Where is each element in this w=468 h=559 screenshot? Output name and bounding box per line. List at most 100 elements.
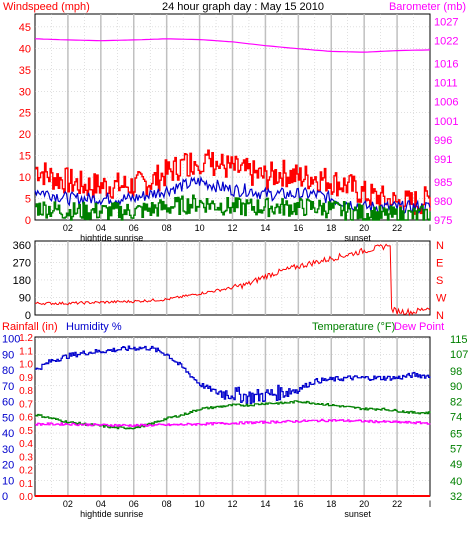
rainfall-tick-label: 0.8 [19, 386, 33, 397]
barometer-axis-label: Barometer (mb) [389, 1, 466, 13]
rainfall-tick-label: 0.1 [19, 479, 33, 490]
temperature-tick-label: 74 [450, 412, 462, 424]
temperature-tick-label: 115 [450, 334, 468, 346]
humidity-tick-label: 90 [2, 349, 14, 361]
x-tick-label: 14 [260, 223, 270, 233]
x-tick-label: 12 [227, 499, 237, 509]
event-marker-hightide: hightide [80, 509, 112, 519]
x-tick-label: l [429, 499, 431, 509]
humidity-tick-label: 40 [2, 428, 14, 440]
rainfall-tick-label: 0.5 [19, 426, 33, 437]
barometer-tick-label: 1016 [434, 59, 458, 71]
humidity-temperature-panel: 02 04 06 08 10 12 14 16 18 20 22 l hightide sunrise su… [2, 333, 468, 519]
humidity-tick-label: 10 [2, 475, 14, 487]
x-tick-label: 20 [359, 499, 369, 509]
temperature-label: Temperature (°F) [312, 321, 395, 333]
x-tick-label: 18 [326, 499, 336, 509]
temperature-tick-label: 90 [450, 381, 462, 393]
x-tick-label: 06 [129, 223, 139, 233]
rainfall-tick-label: 0.0 [19, 492, 33, 503]
temperature-tick-label: 82 [450, 396, 462, 408]
windspeed-tick-label: 35 [19, 65, 31, 77]
rainfall-tick-label: 1.2 [19, 333, 33, 344]
direction-tick-label: 0 [25, 310, 31, 322]
x-tick-label: 06 [129, 499, 139, 509]
x-tick-label: 02 [63, 499, 73, 509]
x-tick-label: 10 [195, 499, 205, 509]
gridlines [35, 337, 430, 496]
windspeed-tick-label: 0 [25, 215, 31, 227]
barometer-tick-label: 1001 [434, 116, 458, 128]
rainfall-tick-label: 0.2 [19, 466, 33, 477]
humidity-label: Humidity % [66, 321, 122, 333]
x-tick-label: 04 [96, 223, 106, 233]
windspeed-tick-label: 25 [19, 108, 31, 120]
barometer-series-line [34, 38, 431, 53]
event-marker-sunset: sunset [344, 509, 371, 519]
barometer-tick-label: 975 [434, 215, 452, 227]
bottom-panel-labels: Rainfall (in) Humidity % Temperature (°F… [2, 321, 444, 333]
event-marker-sunrise: sunrise [114, 509, 143, 519]
windspeed-tick-label: 30 [19, 86, 31, 98]
gridlines [35, 241, 430, 315]
x-tick-label: 08 [162, 499, 172, 509]
humidity-series-line [35, 345, 431, 404]
compass-tick-label: E [436, 257, 443, 269]
barometer-tick-label: 1027 [434, 17, 458, 29]
event-marker-hightide: hightide [80, 233, 112, 243]
humidity-tick-label: 20 [2, 460, 14, 472]
barometer-tick-label: 991 [434, 154, 452, 166]
windspeed-series-line [35, 194, 431, 221]
windspeed-tick-label: 45 [19, 22, 31, 34]
barometer-tick-label: 996 [434, 135, 452, 147]
direction-tick-label: 180 [13, 275, 31, 287]
barometer-tick-label: 1011 [434, 78, 458, 90]
windspeed-axis-label: Windspeed (mph) [3, 1, 90, 13]
humidity-tick-label: 100 [2, 334, 20, 346]
event-marker-sunrise: sunrise [114, 233, 143, 243]
x-tick-label: 10 [195, 223, 205, 233]
barometer-tick-label: 1022 [434, 36, 458, 48]
x-tick-label: 14 [260, 499, 270, 509]
x-tick-label: 20 [359, 223, 369, 233]
temperature-tick-label: 49 [450, 459, 462, 471]
temperature-tick-label: 57 [450, 444, 462, 456]
dew-point-series-line [35, 418, 431, 427]
rainfall-tick-label: 0.6 [19, 413, 33, 424]
temperature-tick-label: 65 [450, 429, 462, 441]
temperature-tick-label: 107 [450, 349, 468, 361]
barometer-tick-label: 1006 [434, 97, 458, 109]
windspeed-tick-label: 5 [25, 194, 31, 206]
humidity-tick-label: 30 [2, 444, 14, 456]
x-tick-label: 04 [96, 499, 106, 509]
rainfall-tick-label: 0.3 [19, 452, 33, 463]
dew-point-label: Dew Point [394, 321, 444, 333]
x-tick-label: l [429, 223, 431, 233]
direction-tick-label: 270 [13, 257, 31, 269]
wind-direction-series-line [35, 243, 431, 317]
compass-tick-label: N [436, 240, 444, 252]
barometer-tick-label: 980 [434, 196, 452, 208]
x-tick-label: 22 [392, 499, 402, 509]
compass-tick-label: W [436, 292, 447, 304]
rainfall-tick-label: 1.1 [19, 346, 33, 357]
wind-barometer-panel: 02 04 06 08 10 12 14 16 18 20 22 l hightide sunrise su… [19, 13, 458, 243]
x-tick-label: 16 [293, 223, 303, 233]
windspeed-tick-label: 20 [19, 129, 31, 141]
windspeed-tick-label: 10 [19, 172, 31, 184]
x-tick-label: 02 [63, 223, 73, 233]
rainfall-tick-label: 1.0 [19, 360, 33, 371]
rainfall-label: Rainfall (in) [2, 321, 58, 333]
gust-series-line [35, 149, 431, 215]
rainfall-tick-label: 0.7 [19, 399, 33, 410]
temperature-tick-label: 32 [450, 491, 462, 503]
humidity-tick-label: 70 [2, 381, 14, 393]
compass-tick-label: S [436, 275, 443, 287]
humidity-tick-label: 60 [2, 397, 14, 409]
barometer-tick-label: 985 [434, 177, 452, 189]
direction-tick-label: 360 [13, 240, 31, 252]
windspeed-tick-label: 15 [19, 151, 31, 163]
x-tick-label: 22 [392, 223, 402, 233]
top-panel-labels: Windspeed (mph) 24 hour graph day : May … [3, 1, 466, 13]
